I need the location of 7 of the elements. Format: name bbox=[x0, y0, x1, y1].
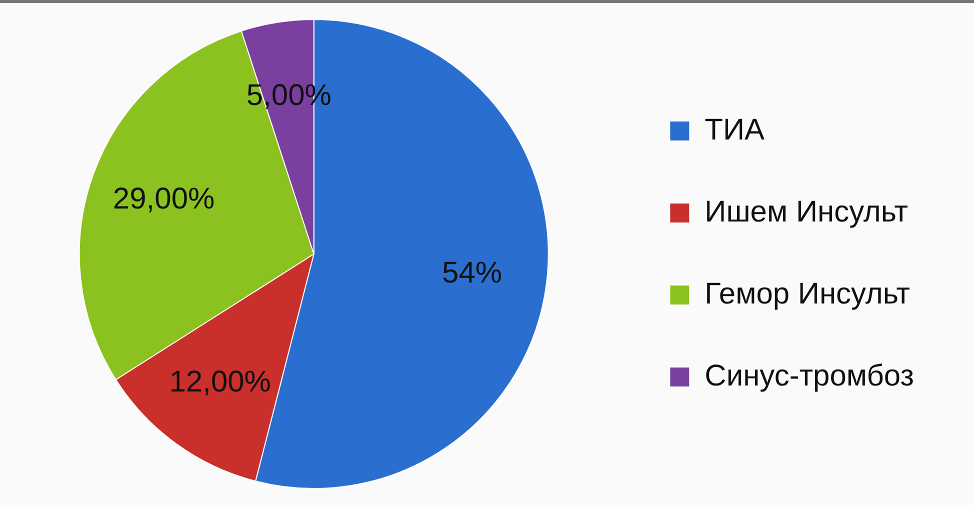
data-label: 29,00% bbox=[112, 182, 215, 216]
data-label: 12,00% bbox=[169, 365, 271, 398]
legend-label: Ишем Инсульт bbox=[704, 195, 908, 228]
legend-label: Гемор Инсульт bbox=[704, 277, 910, 310]
data-label: 54% bbox=[442, 256, 502, 290]
legend-label: Синус-тромбоз bbox=[704, 359, 914, 392]
legend-label: ТИА bbox=[704, 113, 765, 146]
